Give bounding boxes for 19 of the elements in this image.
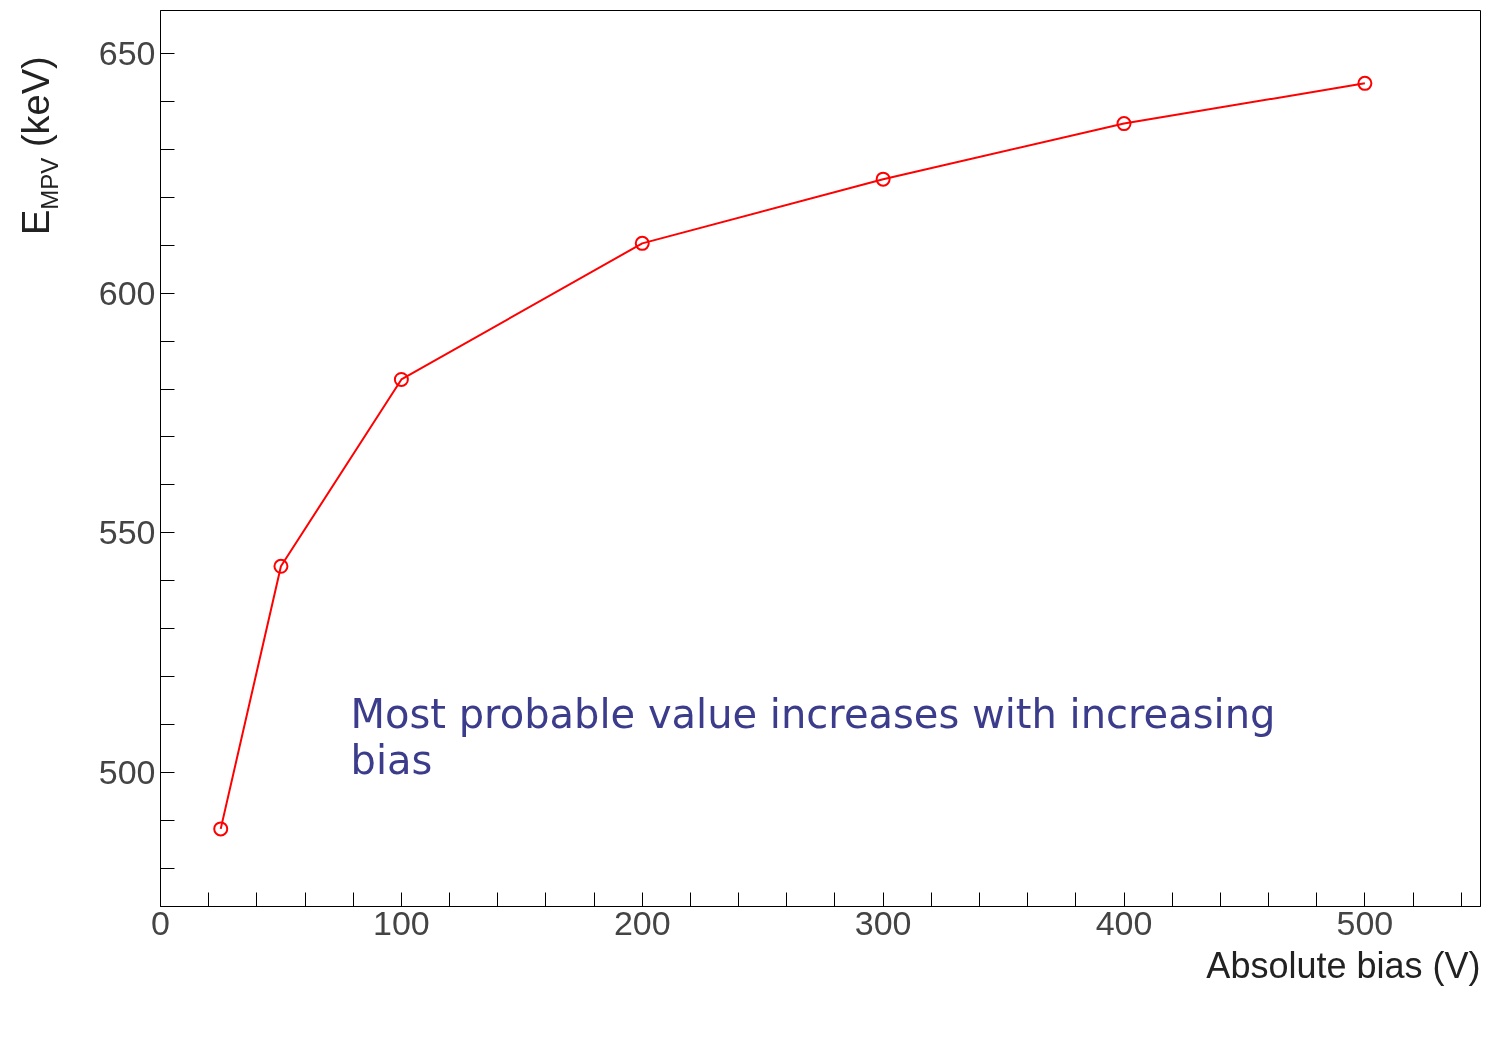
annotation: Most probable value increases with increasing bias	[350, 690, 1276, 783]
point	[634, 235, 650, 251]
point	[1357, 75, 1373, 91]
x-axis-title: Absolute bias (V)	[1206, 944, 1481, 986]
x-tick-label: 300	[854, 903, 912, 942]
y-tick-label: 550	[98, 513, 156, 552]
x-tick-label: 200	[613, 903, 671, 942]
point	[875, 171, 891, 187]
x-tick-label: 100	[373, 903, 430, 942]
point	[1116, 116, 1132, 132]
point	[393, 371, 409, 387]
x-tick-label: 500	[1336, 903, 1394, 942]
x-tick-label: 0	[151, 903, 170, 942]
y-tick-label: 500	[98, 752, 156, 791]
y-tick-label: 650	[98, 34, 156, 73]
point	[213, 821, 229, 837]
y-tick-label: 600	[98, 273, 156, 312]
point	[273, 558, 289, 574]
x-tick-label: 400	[1095, 903, 1153, 942]
